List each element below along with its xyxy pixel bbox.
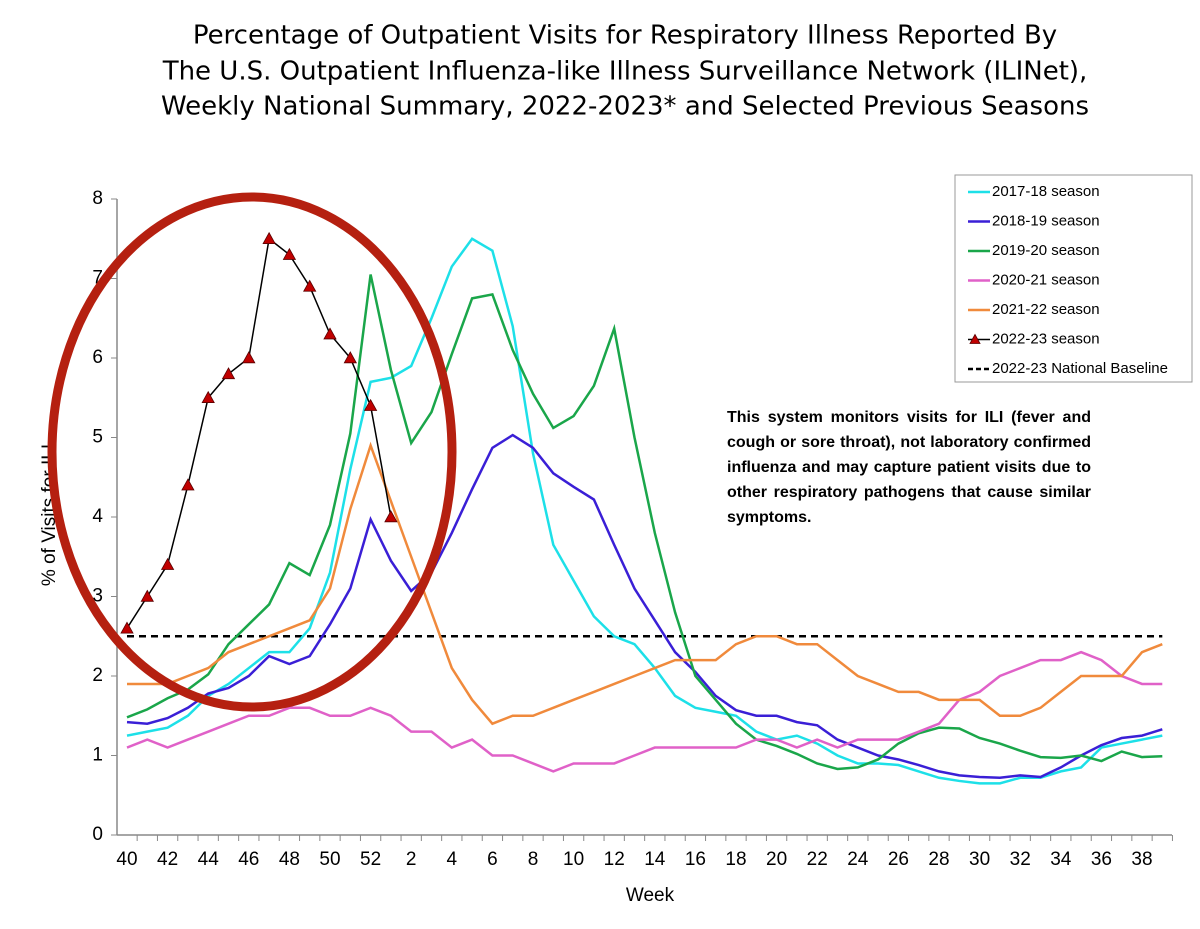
point-marker — [303, 279, 317, 292]
point-marker — [242, 351, 256, 364]
point-marker — [282, 247, 297, 260]
x-tick-label: 24 — [847, 849, 869, 870]
x-tick-label: 16 — [685, 849, 706, 870]
point-marker — [323, 327, 337, 340]
legend-label: 2018-19 season — [992, 212, 1100, 229]
y-tick-label: 8 — [92, 188, 103, 209]
point-marker — [262, 231, 276, 244]
point-marker — [343, 351, 357, 364]
y-tick-label: 0 — [92, 824, 103, 845]
x-tick-label: 50 — [319, 849, 340, 870]
x-tick-label: 34 — [1050, 849, 1072, 870]
x-tick-label: 30 — [969, 849, 990, 870]
x-tick-label: 6 — [487, 849, 498, 870]
x-tick-label: 28 — [928, 849, 949, 870]
x-tick-label: 4 — [447, 849, 458, 870]
legend-label: 2020-21 season — [992, 271, 1100, 288]
legend-marker — [969, 333, 981, 344]
x-tick-label: 38 — [1131, 849, 1152, 870]
x-tick-label: 12 — [604, 849, 625, 870]
y-tick-label: 2 — [92, 665, 103, 686]
point-marker — [181, 478, 195, 491]
x-tick-label: 40 — [116, 849, 137, 870]
series-line — [126, 237, 1163, 785]
point-marker — [201, 390, 215, 403]
y-tick-label: 7 — [92, 268, 103, 289]
x-tick-label: 32 — [1010, 849, 1031, 870]
point-marker — [221, 367, 236, 380]
legend-box — [954, 174, 1193, 383]
x-tick-label: 42 — [157, 849, 178, 870]
title-line: The U.S. Outpatient Influenza-like Illne… — [162, 57, 1088, 87]
point-marker — [160, 557, 175, 570]
x-tick-label: 44 — [198, 849, 220, 870]
x-tick-label: 36 — [1091, 849, 1112, 870]
legend-label: 2017-18 season — [992, 183, 1100, 200]
series-line — [126, 650, 1163, 773]
y-tick-label: 6 — [92, 347, 103, 368]
y-tick-label: 5 — [92, 427, 103, 448]
y-tick-label: 3 — [92, 586, 103, 607]
series-line — [126, 274, 1163, 771]
legend-label: 2022-23 season — [992, 330, 1100, 347]
y-tick-label: 4 — [92, 506, 103, 527]
highlight-ellipse — [47, 192, 457, 712]
point-marker — [363, 398, 378, 411]
annotation: This system monitors visits for ILI (fev… — [727, 409, 1091, 526]
x-tick-label: 46 — [238, 849, 259, 870]
legend-label: 2021-22 season — [992, 301, 1100, 318]
x-tick-label: 26 — [888, 849, 909, 870]
x-tick-label: 20 — [766, 849, 787, 870]
point-marker — [120, 621, 134, 634]
x-tick-label: 10 — [563, 849, 584, 870]
point-marker — [140, 589, 154, 602]
x-tick-label: 22 — [807, 849, 828, 870]
series-line — [126, 433, 1163, 780]
title-line: Percentage of Outpatient Visits for Resp… — [193, 21, 1057, 51]
x-tick-label: 2 — [406, 849, 417, 870]
x-tick-label: 18 — [725, 849, 746, 870]
x-axis-label: Week — [626, 885, 675, 906]
legend-label: 2019-20 season — [992, 242, 1100, 259]
x-tick-label: 14 — [644, 849, 666, 870]
x-tick-label: 52 — [360, 849, 381, 870]
y-tick-label: 1 — [92, 745, 103, 766]
x-tick-label: 8 — [528, 849, 539, 870]
series-line — [126, 237, 392, 629]
legend-label: 2022-23 National Baseline — [992, 360, 1168, 377]
series-line — [127, 441, 1163, 726]
title-line: Weekly National Summary, 2022-2023* and … — [161, 92, 1089, 122]
point-marker — [384, 510, 398, 523]
x-tick-label: 48 — [279, 849, 300, 870]
